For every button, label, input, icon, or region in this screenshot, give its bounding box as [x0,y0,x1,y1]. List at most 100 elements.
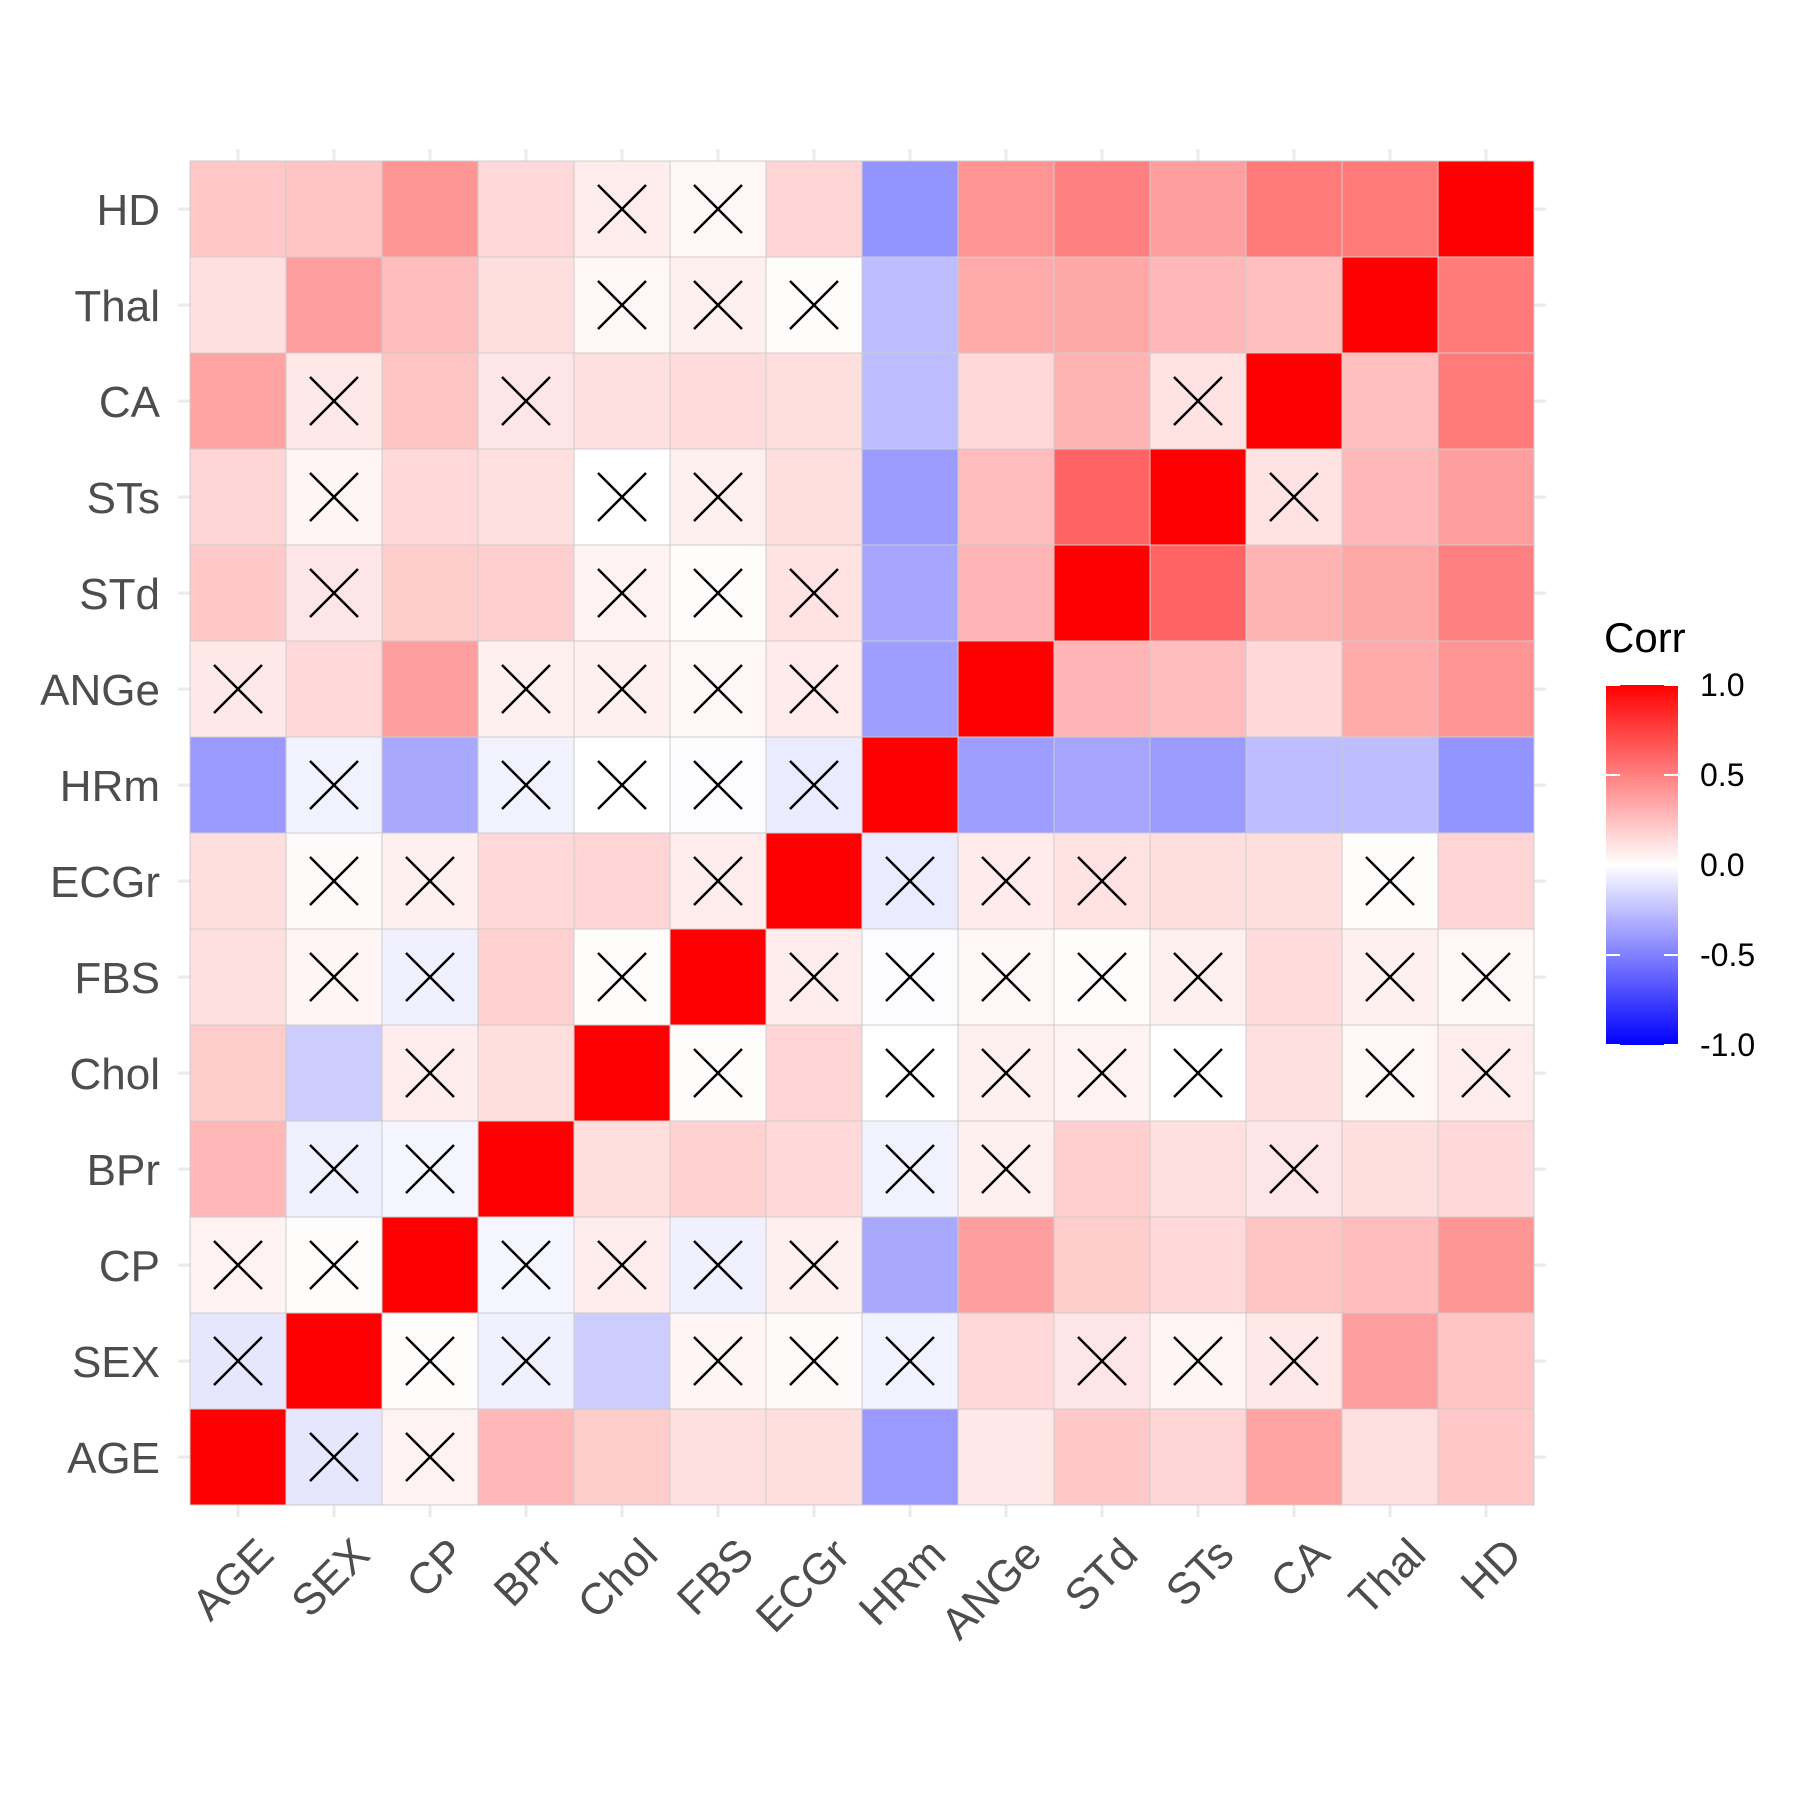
heatmap-cell-STs-AGE [189,448,287,546]
y-tick-label-STs: STs [87,474,160,523]
x-tick-label-CP: CP [397,1529,475,1607]
heatmap-cell-HRm-HRm [861,736,959,834]
heatmap-cell-ANGe-STs [1149,640,1247,738]
x-tick-label-HD: HD [1452,1529,1532,1609]
x-tick-label-STd: STd [1055,1529,1147,1621]
heatmap-cell-STd-CA [1245,544,1343,642]
insignificant-cross-ANGe-Chol [597,664,647,714]
heatmap-cell-STs-STs [1149,448,1247,546]
insignificant-cross-HRm-BPr [501,760,551,810]
heatmap-cell-AGE-STd [1053,1408,1151,1506]
heatmap-cell-Thal-AGE [189,256,287,354]
heatmap-cell-STs-ECGr [765,448,863,546]
insignificant-cross-FBS-HD [1461,952,1511,1002]
heatmap-cell-Thal-CA [1245,256,1343,354]
heatmap-cell-HD-CA [1245,160,1343,258]
heatmap-cell-Thal-SEX [285,256,383,354]
insignificant-cross-SEX-STs [1173,1336,1223,1386]
y-tick-label-AGE: AGE [67,1434,160,1483]
y-tick-label-HD: HD [96,186,160,235]
heatmap-cell-BPr-STs [1149,1120,1247,1218]
x-tick-label-ANGe: ANGe [932,1529,1051,1648]
heatmap-cell-STs-Thal [1341,448,1439,546]
insignificant-cross-AGE-CP [405,1432,455,1482]
heatmap-cell-ECGr-HD [1437,832,1535,930]
x-tick-label-ECGr: ECGr [747,1529,859,1641]
heatmap-cell-STd-HRm [861,544,959,642]
heatmap-cell-AGE-AGE [189,1408,287,1506]
heatmap-cell-CA-ECGr [765,352,863,450]
insignificant-cross-SEX-STd [1077,1336,1127,1386]
heatmap-cell-Chol-SEX [285,1024,383,1122]
insignificant-cross-FBS-ECGr [789,952,839,1002]
heatmap-cell-AGE-HD [1437,1408,1535,1506]
heatmap-cell-HD-BPr [477,160,575,258]
legend-title: Corr [1604,614,1686,661]
heatmap-cell-CA-FBS [669,352,767,450]
heatmap-cell-Chol-BPr [477,1024,575,1122]
heatmap-cell-AGE-ANGe [957,1408,1055,1506]
heatmap-cell-HD-AGE [189,160,287,258]
heatmap-cell-ECGr-ECGr [765,832,863,930]
heatmap-cell-AGE-ECGr [765,1408,863,1506]
heatmap-cell-STd-CP [381,544,479,642]
heatmap-cell-BPr-Chol [573,1120,671,1218]
heatmap-cell-AGE-HRm [861,1408,959,1506]
insignificant-cross-FBS-ANGe [981,952,1031,1002]
heatmap-cell-ANGe-CA [1245,640,1343,738]
x-tick-label-Thal: Thal [1340,1529,1435,1624]
insignificant-cross-CP-SEX [309,1240,359,1290]
insignificant-cross-SEX-FBS [693,1336,743,1386]
insignificant-cross-Chol-Thal [1365,1048,1415,1098]
heatmap-cell-STs-BPr [477,448,575,546]
heatmap-cell-CP-CP [381,1216,479,1314]
heatmap-cell-CP-Thal [1341,1216,1439,1314]
y-tick-label-SEX: SEX [72,1338,160,1387]
legend-tick-label: -1.0 [1700,1027,1755,1063]
heatmap-cell-Thal-ANGe [957,256,1055,354]
heatmap-cell-HRm-Thal [1341,736,1439,834]
heatmap-cell-STd-HD [1437,544,1535,642]
insignificant-cross-SEX-BPr [501,1336,551,1386]
heatmap-cell-HD-HRm [861,160,959,258]
heatmap-cell-CP-STd [1053,1216,1151,1314]
heatmap-cell-CP-ANGe [957,1216,1055,1314]
insignificant-cross-FBS-STd [1077,952,1127,1002]
insignificant-cross-HRm-FBS [693,760,743,810]
insignificant-cross-Chol-FBS [693,1048,743,1098]
heatmap-cell-Thal-BPr [477,256,575,354]
heatmap-cell-FBS-CA [1245,928,1343,1026]
heatmap-cell-BPr-FBS [669,1120,767,1218]
heatmap-cell-CA-Chol [573,352,671,450]
heatmap-cell-CA-HRm [861,352,959,450]
heatmap-cell-HD-Thal [1341,160,1439,258]
heatmap-cell-CA-AGE [189,352,287,450]
heatmap-cell-BPr-AGE [189,1120,287,1218]
heatmap-cell-FBS-FBS [669,928,767,1026]
heatmap-cell-STs-HRm [861,448,959,546]
insignificant-cross-SEX-AGE [213,1336,263,1386]
insignificant-cross-FBS-CP [405,952,455,1002]
insignificant-cross-ECGr-Thal [1365,856,1415,906]
y-tick-label-FBS: FBS [74,954,160,1003]
y-tick-label-CA: CA [99,378,161,427]
heatmap-cell-CA-HD [1437,352,1535,450]
insignificant-cross-CA-STs [1173,376,1223,426]
heatmap-cell-BPr-HD [1437,1120,1535,1218]
heatmap-cell-FBS-AGE [189,928,287,1026]
heatmap-cell-CP-CA [1245,1216,1343,1314]
insignificant-cross-STs-Chol [597,472,647,522]
heatmap-cell-Thal-HD [1437,256,1535,354]
heatmap-cell-BPr-Thal [1341,1120,1439,1218]
insignificant-cross-ECGr-STd [1077,856,1127,906]
heatmap-cell-ANGe-HRm [861,640,959,738]
insignificant-cross-ANGe-BPr [501,664,551,714]
insignificant-cross-HRm-SEX [309,760,359,810]
heatmap-cell-ANGe-CP [381,640,479,738]
insignificant-cross-CP-ECGr [789,1240,839,1290]
heatmap-cell-ECGr-Chol [573,832,671,930]
heatmap-cell-HD-STs [1149,160,1247,258]
insignificant-cross-BPr-CA [1269,1144,1319,1194]
insignificant-cross-Chol-CP [405,1048,455,1098]
insignificant-cross-STs-FBS [693,472,743,522]
